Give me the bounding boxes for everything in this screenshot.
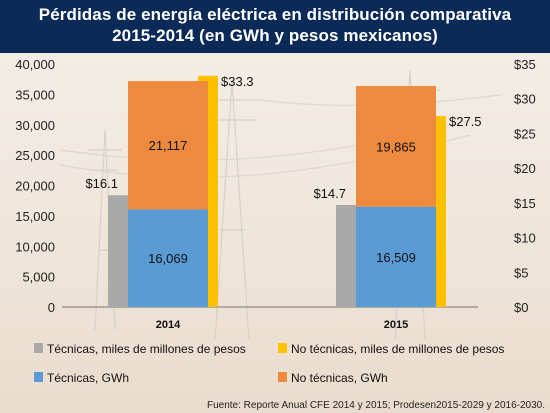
left-tick-label: 35,000 xyxy=(15,87,55,102)
left-tick-label: 0 xyxy=(48,300,55,315)
left-axis-ticks: 0 5,000 10,000 15,000 20,000 25,000 30,000 35,0… xyxy=(15,57,55,315)
label-no-tecnicas-gwh: 21,117 xyxy=(149,138,188,153)
title-bar: Pérdidas de energía eléctrica en distrib… xyxy=(0,0,550,53)
bar-tecnicas-pesos xyxy=(108,195,128,307)
left-tick-label: 5,000 xyxy=(22,270,55,285)
legend-label: No técnicas, GWh xyxy=(291,371,388,385)
bar-tecnicas-pesos xyxy=(336,204,356,307)
right-tick-label: $5 xyxy=(514,265,528,280)
category-label: 2014 xyxy=(156,319,181,331)
label-no-tecnicas-pesos: $33.3 xyxy=(221,74,254,89)
right-tick-label: $10 xyxy=(514,231,536,246)
right-tick-label: $0 xyxy=(514,300,528,315)
legend-label: No técnicas, miles de millones de pesos xyxy=(291,342,504,356)
legend-swatch xyxy=(278,372,287,382)
right-axis-ticks: $0 $5 $10 $15 $20 $25 $30 $35 xyxy=(514,57,536,315)
source-note: Fuente: Reporte Anual CFE 2014 y 2015; P… xyxy=(207,400,545,411)
bar-no-tecnicas-gwh xyxy=(128,81,208,210)
legend-swatch xyxy=(278,343,287,353)
left-tick-label: 30,000 xyxy=(15,118,55,133)
right-tick-label: $35 xyxy=(514,57,536,72)
bar-tecnicas-gwh xyxy=(128,209,208,307)
label-no-tecnicas-gwh: 19,865 xyxy=(376,139,416,154)
chart-title-line-1: Pérdidas de energía eléctrica en distrib… xyxy=(38,5,512,24)
left-tick-label: 25,000 xyxy=(15,148,55,163)
left-tick-label: 10,000 xyxy=(15,239,55,254)
bar-labels-group: 16,069 21,117 $16.1 $33.3 16,509 19,865 $14.7 $… xyxy=(85,74,481,266)
left-tick-label: 15,000 xyxy=(15,209,55,224)
left-tick-label: 40,000 xyxy=(15,57,55,72)
legend-label: Técnicas, miles de millones de pesos xyxy=(47,342,246,356)
chart-title-line-2: 2015-2014 (en GWh y pesos mexicanos) xyxy=(112,26,438,45)
right-tick-label: $20 xyxy=(514,161,536,176)
label-no-tecnicas-pesos: $27.5 xyxy=(449,114,482,129)
legend-swatch xyxy=(34,372,43,382)
label-tecnicas-pesos: $14.7 xyxy=(313,186,346,201)
bars-group xyxy=(108,75,446,307)
left-tick-label: 20,000 xyxy=(15,179,55,194)
legend: Técnicas, miles de millones de pesos No t… xyxy=(34,342,504,385)
label-tecnicas-gwh: 16,509 xyxy=(376,250,416,265)
label-tecnicas-pesos: $16.1 xyxy=(85,176,118,191)
right-tick-label: $30 xyxy=(514,92,536,107)
bar-tecnicas-gwh xyxy=(356,206,436,307)
category-labels: 2014 2015 xyxy=(156,319,408,331)
label-tecnicas-gwh: 16,069 xyxy=(148,251,188,266)
bar-no-tecnicas-gwh xyxy=(356,86,436,207)
legend-label: Técnicas, GWh xyxy=(47,371,129,385)
category-label: 2015 xyxy=(384,319,408,331)
legend-swatch xyxy=(34,343,43,353)
right-tick-label: $15 xyxy=(514,196,536,211)
right-tick-label: $25 xyxy=(514,126,536,141)
